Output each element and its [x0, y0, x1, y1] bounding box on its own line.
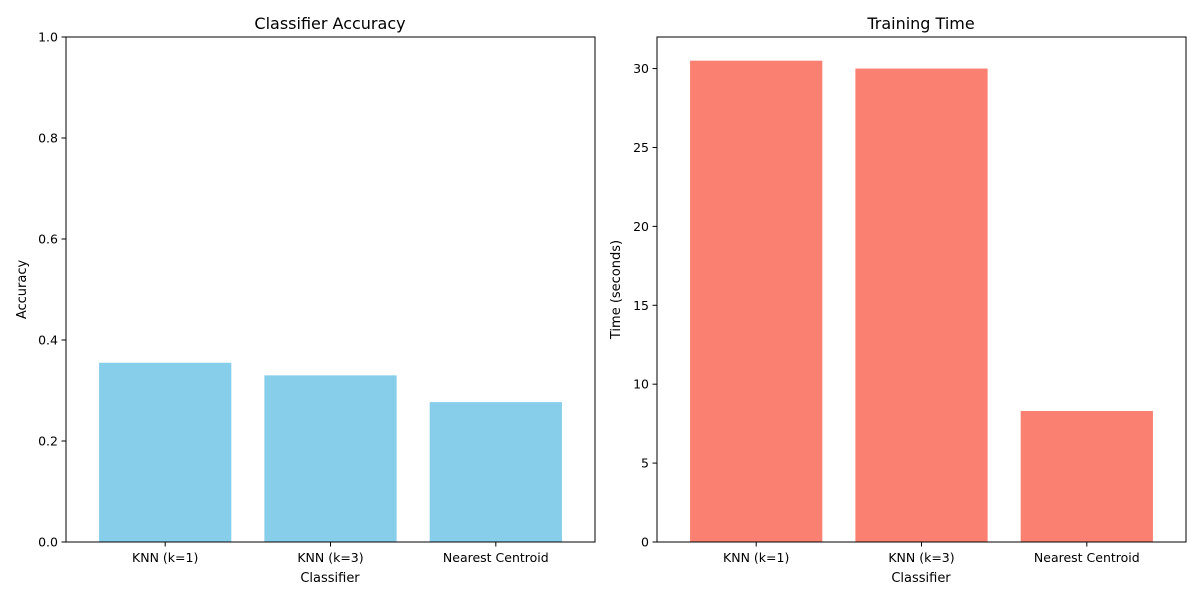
x-tick-label: KNN (k=1) — [723, 550, 789, 565]
bar — [264, 375, 397, 542]
y-tick-label: 0.0 — [38, 535, 58, 550]
x-axis-label: Classifier — [891, 571, 951, 586]
x-ticks: KNN (k=1) KNN (k=3) Nearest Centroid — [723, 542, 1140, 565]
y-tick-label: 25 — [633, 140, 649, 155]
y-ticks: 0 5 10 15 20 25 30 — [633, 61, 657, 550]
x-tick-label: Nearest Centroid — [443, 550, 549, 565]
y-tick-label: 0.4 — [38, 333, 58, 348]
y-tick-label: 0.2 — [38, 434, 58, 449]
y-tick-label: 10 — [633, 377, 649, 392]
y-tick-label: 20 — [633, 219, 649, 234]
chart-title: Training Time — [866, 14, 974, 33]
x-tick-label: KNN (k=3) — [297, 550, 363, 565]
x-tick-label: KNN (k=3) — [888, 550, 954, 565]
y-axis-label: Accuracy — [15, 260, 30, 320]
accuracy-chart: Classifier Accuracy 0.0 0.2 0.4 0.6 0.8 1.0 K… — [15, 14, 596, 586]
x-tick-label: Nearest Centroid — [1034, 550, 1140, 565]
y-tick-label: 0.6 — [38, 232, 58, 247]
y-tick-label: 0 — [641, 535, 649, 550]
y-tick-label: 1.0 — [38, 30, 58, 45]
y-axis-label: Time (seconds) — [609, 240, 624, 340]
x-axis-label: Classifier — [300, 571, 360, 586]
y-tick-label: 0.8 — [38, 131, 58, 146]
bar — [1020, 411, 1153, 542]
bars — [690, 60, 1153, 542]
bar — [855, 68, 988, 542]
chart-title: Classifier Accuracy — [254, 14, 405, 33]
y-tick-label: 30 — [633, 61, 649, 76]
bar — [690, 60, 823, 542]
bar — [99, 362, 232, 542]
bar — [429, 402, 562, 542]
y-tick-label: 5 — [641, 456, 649, 471]
y-ticks: 0.0 0.2 0.4 0.6 0.8 1.0 — [38, 30, 66, 550]
x-ticks: KNN (k=1) KNN (k=3) Nearest Centroid — [132, 542, 549, 565]
plot-frame — [65, 36, 596, 543]
y-tick-label: 15 — [633, 298, 649, 313]
x-tick-label: KNN (k=1) — [132, 550, 198, 565]
plot-frame — [656, 36, 1187, 543]
bars — [99, 362, 562, 542]
